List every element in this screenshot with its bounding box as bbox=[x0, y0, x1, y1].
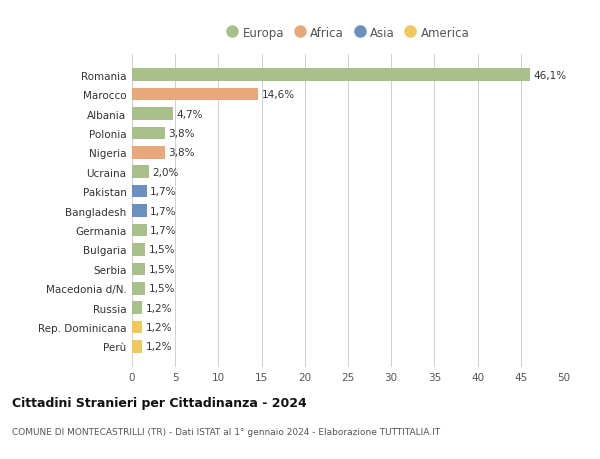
Text: 1,5%: 1,5% bbox=[148, 245, 175, 255]
Bar bbox=[132, 147, 165, 159]
Text: 1,7%: 1,7% bbox=[150, 187, 176, 197]
Bar bbox=[132, 321, 142, 334]
Text: 46,1%: 46,1% bbox=[534, 71, 567, 80]
Bar bbox=[132, 282, 145, 295]
Bar bbox=[132, 302, 142, 314]
Text: 1,2%: 1,2% bbox=[146, 342, 172, 352]
Text: 3,8%: 3,8% bbox=[168, 148, 195, 158]
Bar bbox=[132, 89, 258, 101]
Bar bbox=[132, 185, 146, 198]
Text: 2,0%: 2,0% bbox=[153, 168, 179, 177]
Bar bbox=[132, 341, 142, 353]
Text: 1,7%: 1,7% bbox=[150, 206, 176, 216]
Text: 4,7%: 4,7% bbox=[176, 109, 203, 119]
Bar bbox=[132, 69, 530, 82]
Text: 1,5%: 1,5% bbox=[148, 284, 175, 294]
Text: COMUNE DI MONTECASTRILLI (TR) - Dati ISTAT al 1° gennaio 2024 - Elaborazione TUT: COMUNE DI MONTECASTRILLI (TR) - Dati IST… bbox=[12, 427, 440, 436]
Text: 3,8%: 3,8% bbox=[168, 129, 195, 139]
Text: 1,5%: 1,5% bbox=[148, 264, 175, 274]
Text: 1,7%: 1,7% bbox=[150, 225, 176, 235]
Bar bbox=[132, 224, 146, 237]
Bar bbox=[132, 244, 145, 256]
Bar bbox=[132, 205, 146, 218]
Bar bbox=[132, 108, 173, 121]
Bar bbox=[132, 263, 145, 275]
Text: Cittadini Stranieri per Cittadinanza - 2024: Cittadini Stranieri per Cittadinanza - 2… bbox=[12, 396, 307, 409]
Text: 14,6%: 14,6% bbox=[262, 90, 295, 100]
Text: 1,2%: 1,2% bbox=[146, 303, 172, 313]
Bar bbox=[132, 127, 165, 140]
Text: 1,2%: 1,2% bbox=[146, 322, 172, 332]
Legend: Europa, Africa, Asia, America: Europa, Africa, Asia, America bbox=[223, 23, 473, 44]
Bar bbox=[132, 166, 149, 179]
